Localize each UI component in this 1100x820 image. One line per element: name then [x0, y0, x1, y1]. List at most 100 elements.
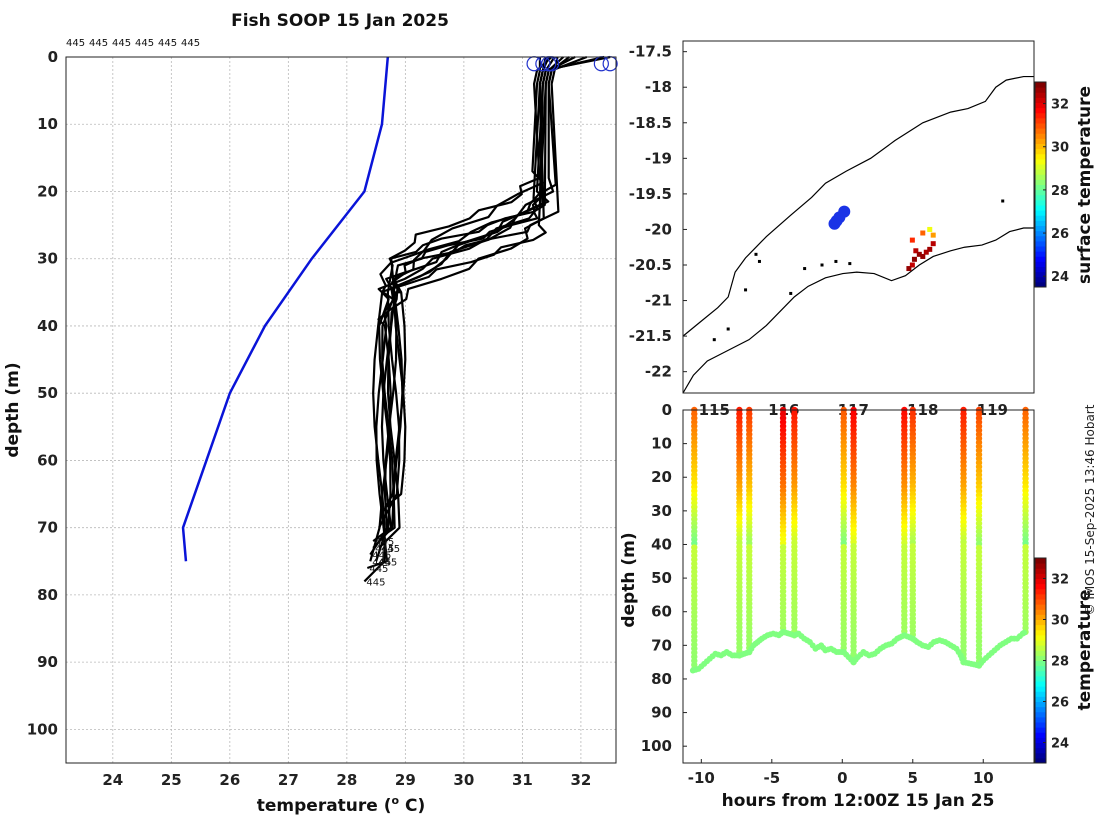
- lat-tick-label: -20: [645, 220, 672, 238]
- map-coastline: [682, 75, 1034, 394]
- sst-point: [906, 266, 912, 272]
- map-colorbar-swatch: [1035, 148, 1046, 155]
- section-y-tick-label: 80: [651, 670, 672, 688]
- map-colorbar-swatch: [1035, 87, 1046, 93]
- section-y-tick-label: 10: [651, 435, 672, 453]
- x-tick-label: 27: [278, 771, 299, 789]
- map-colorbar-swatch: [1035, 261, 1046, 267]
- section-colorbar-swatch: [1035, 588, 1046, 595]
- profile-y-ticks: 0 10 20 30 40 50 60 70 80 90 100: [27, 48, 58, 738]
- y-tick-label: 60: [37, 451, 58, 469]
- profile-end-label: 445: [375, 537, 394, 548]
- section-colorbar-swatch: [1035, 716, 1046, 723]
- section-y-tick-label: 0: [662, 401, 672, 419]
- section-colorbar-swatch: [1035, 727, 1046, 733]
- section-colorbar-swatch: [1035, 650, 1046, 656]
- island-mark: [726, 327, 730, 331]
- x-tick-label: 29: [395, 771, 416, 789]
- map-colorbar-swatch: [1035, 281, 1046, 288]
- map-frame: [682, 40, 1035, 394]
- map-colorbar-swatch: [1035, 82, 1046, 88]
- section-colorbar-swatch: [1035, 640, 1046, 646]
- credit-text: © IMOS 15-Sep-2025 13:46 Hobart: [1083, 404, 1097, 615]
- section-x-label: hours from 12:00Z 15 Jan 25: [722, 791, 995, 811]
- map-colorbar-swatch: [1035, 266, 1046, 273]
- sst-point: [920, 230, 926, 236]
- lat-tick-label: -20.5: [629, 256, 672, 274]
- section-colorbar-swatch: [1035, 568, 1046, 574]
- lat-tick-label: -21: [645, 292, 672, 310]
- lat-tick-label: -18.5: [629, 114, 672, 132]
- island-mark: [1001, 199, 1005, 203]
- profile-line: [372, 56, 565, 549]
- map-colorbar-tick-label: 30: [1051, 141, 1069, 156]
- x-tick-label: 31: [512, 771, 533, 789]
- section-colorbar-swatch: [1035, 737, 1046, 743]
- x-tick-label: 24: [102, 771, 123, 789]
- section-colorbar-swatch: [1035, 604, 1046, 610]
- lat-tick-label: -21.5: [629, 327, 672, 345]
- map-colorbar-swatch: [1035, 215, 1046, 221]
- y-tick-label: 80: [37, 586, 58, 604]
- section-colorbar-swatch: [1035, 752, 1046, 759]
- section-colorbar-swatch: [1035, 558, 1046, 564]
- profile-end-label: 445: [372, 557, 391, 568]
- island-mark: [848, 262, 852, 266]
- map-colorbar-swatch: [1035, 199, 1046, 206]
- map-colorbar-swatch: [1035, 138, 1046, 144]
- section-colorbar-tick-label: 30: [1051, 614, 1069, 629]
- profile-x-label: temperature (o C): [257, 794, 426, 816]
- section-x-tick-label: -10: [688, 769, 715, 787]
- island-mark: [803, 267, 807, 271]
- profile-y-label: depth (m): [3, 362, 23, 457]
- top-label: 445: [181, 38, 200, 49]
- section-y-tick-label: 40: [651, 535, 672, 553]
- position-marker: [838, 205, 851, 218]
- sst-point: [927, 246, 933, 252]
- y-tick-label: 0: [48, 48, 58, 66]
- sst-point: [927, 226, 933, 232]
- section-y-tick-label: 30: [651, 502, 672, 520]
- map-colorbar-swatch: [1035, 102, 1046, 109]
- section-colorbar-swatch: [1035, 624, 1046, 631]
- map-colorbar-swatch: [1035, 169, 1046, 175]
- map-colorbar-tick-label: 32: [1051, 98, 1069, 113]
- section-colorbar-swatch: [1035, 645, 1046, 651]
- section-colorbar-swatch: [1035, 583, 1046, 590]
- section-colorbar-swatch: [1035, 593, 1046, 600]
- section-colorbar-swatch: [1035, 665, 1046, 672]
- map-colorbar-swatch: [1035, 240, 1046, 247]
- profile-line: [378, 56, 556, 529]
- map-colorbar-swatch: [1035, 251, 1046, 257]
- profile-line: [384, 56, 570, 536]
- map-colorbar-swatch: [1035, 112, 1046, 119]
- section-colorbar-swatch: [1035, 747, 1046, 754]
- section-y-tick-label: 60: [651, 603, 672, 621]
- y-tick-label: 50: [37, 384, 58, 402]
- map-colorbar-swatch: [1035, 256, 1046, 262]
- map-colorbar-swatch: [1035, 271, 1046, 278]
- map-colorbar-tick-label: 26: [1051, 227, 1069, 242]
- top-label: 445: [89, 38, 108, 49]
- x-tick-label: 30: [453, 771, 474, 789]
- section-y-tick-label: 100: [641, 737, 672, 755]
- profile-frame: [65, 56, 617, 764]
- lat-tick-label: -18: [645, 78, 672, 96]
- section-colorbar-tick-label: 32: [1051, 573, 1069, 588]
- profile-line: [369, 55, 611, 556]
- section-colorbar-swatch: [1035, 573, 1046, 579]
- map-positions: [828, 205, 851, 230]
- section-x-tick-label: 5: [908, 769, 918, 787]
- map-colorbar: 24 26 28 30 32: [1034, 81, 1069, 288]
- map-colorbar-swatch: [1035, 230, 1046, 237]
- profile-line: [378, 55, 605, 549]
- map-colorbar-swatch: [1035, 117, 1046, 124]
- map-colorbar-swatch: [1035, 220, 1046, 226]
- sst-point: [930, 241, 936, 247]
- map-lat-ticks: -17.5 -18 -18.5 -19 -19.5 -20 -20.5 -21 -21.5 -22: [629, 43, 687, 381]
- map-colorbar-swatch: [1035, 92, 1046, 98]
- island-mark: [834, 259, 838, 263]
- top-label: 445: [158, 38, 177, 49]
- x-tick-label: 26: [219, 771, 240, 789]
